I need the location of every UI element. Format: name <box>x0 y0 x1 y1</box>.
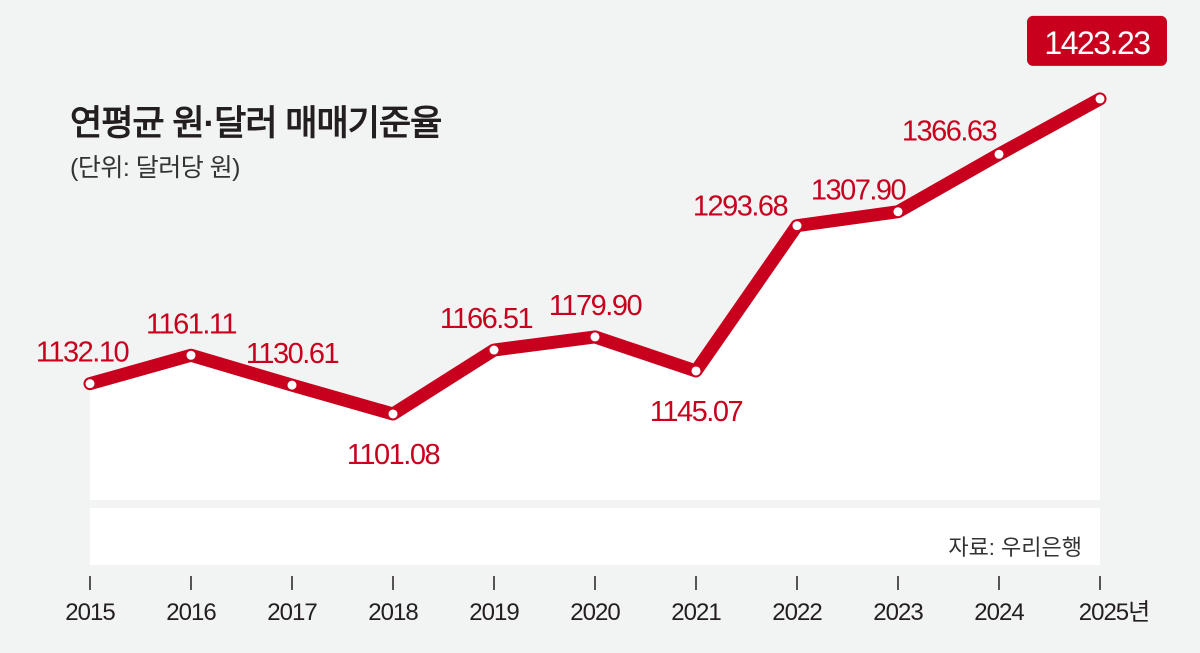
x-tick-label: 2017 <box>267 599 317 626</box>
data-point <box>994 149 1004 159</box>
data-point <box>186 350 196 360</box>
x-tick-label: 2022 <box>772 599 822 626</box>
source-band <box>90 508 1100 565</box>
x-tick-label: 2024 <box>974 599 1024 626</box>
chart-source: 자료: 우리은행 <box>948 535 1082 560</box>
data-point <box>691 366 701 376</box>
data-label: 1132.10 <box>36 337 129 369</box>
data-point <box>792 221 802 231</box>
data-point <box>489 345 499 355</box>
data-point <box>287 380 297 390</box>
chart-unit: (단위: 달러당 원) <box>70 154 241 182</box>
data-label: 1293.68 <box>693 191 788 223</box>
x-tick-label: 2016 <box>166 599 216 626</box>
x-tick-label: 2015 <box>65 599 115 626</box>
x-tick-label: 2020 <box>570 599 620 626</box>
data-point <box>1095 94 1105 104</box>
x-tick-label: 2023 <box>873 599 923 626</box>
data-point <box>388 409 398 419</box>
data-point <box>590 332 600 342</box>
data-label-highlight: 1423.23 <box>1044 25 1150 61</box>
data-label: 1161.11 <box>146 308 236 340</box>
data-label: 1166.51 <box>440 303 533 335</box>
data-label: 1179.90 <box>549 290 642 322</box>
data-label: 1145.07 <box>650 396 743 428</box>
x-tick-label: 2018 <box>368 599 418 626</box>
data-label: 1307.90 <box>811 175 906 207</box>
data-point <box>85 379 95 389</box>
chart-title: 연평균 원·달러 매매기준율 <box>70 104 442 143</box>
data-label: 1366.63 <box>902 115 997 147</box>
x-tick-label: 2019 <box>469 599 519 626</box>
x-tick-label: 2025년 <box>1079 599 1149 626</box>
data-label: 1130.61 <box>246 338 339 370</box>
data-label: 1101.08 <box>347 439 440 471</box>
highlight-label-box <box>1027 15 1167 66</box>
x-tick-label: 2021 <box>671 599 721 626</box>
data-point <box>893 207 903 217</box>
